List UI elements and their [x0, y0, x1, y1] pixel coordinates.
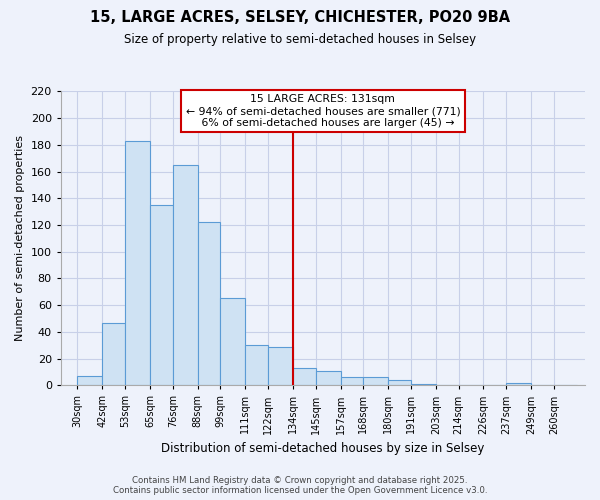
Bar — [341, 378, 364, 386]
Bar — [364, 378, 388, 386]
Bar — [411, 384, 436, 386]
Bar — [77, 376, 102, 386]
Y-axis label: Number of semi-detached properties: Number of semi-detached properties — [15, 136, 25, 342]
Bar — [293, 368, 316, 386]
Bar — [506, 382, 531, 386]
Bar — [125, 141, 150, 386]
Bar — [102, 322, 125, 386]
Text: 15, LARGE ACRES, SELSEY, CHICHESTER, PO20 9BA: 15, LARGE ACRES, SELSEY, CHICHESTER, PO2… — [90, 10, 510, 25]
Text: 15 LARGE ACRES: 131sqm
← 94% of semi-detached houses are smaller (771)
   6% of : 15 LARGE ACRES: 131sqm ← 94% of semi-det… — [185, 94, 460, 128]
Text: Contains HM Land Registry data © Crown copyright and database right 2025.
Contai: Contains HM Land Registry data © Crown c… — [113, 476, 487, 495]
X-axis label: Distribution of semi-detached houses by size in Selsey: Distribution of semi-detached houses by … — [161, 442, 485, 455]
Bar — [197, 222, 220, 386]
Bar — [173, 165, 197, 386]
Bar — [388, 380, 411, 386]
Bar — [316, 370, 341, 386]
Bar — [220, 298, 245, 386]
Bar — [150, 205, 173, 386]
Bar — [268, 346, 293, 386]
Text: Size of property relative to semi-detached houses in Selsey: Size of property relative to semi-detach… — [124, 32, 476, 46]
Bar — [245, 345, 268, 386]
